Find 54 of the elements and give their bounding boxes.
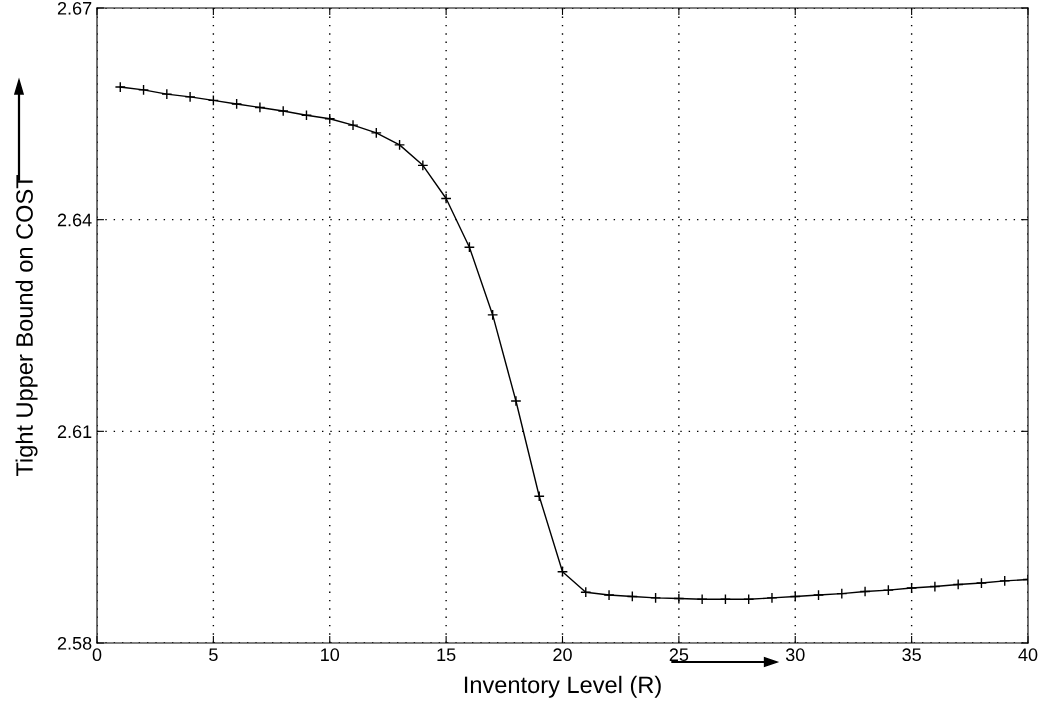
point (789, 590, 801, 602)
point (603, 589, 615, 601)
y-axis-title: Tight Upper Bound on COST (15, 174, 38, 477)
x-tick-label: 20 (553, 648, 572, 662)
point (882, 584, 894, 596)
x-axis-title: Inventory Level (R) (464, 675, 661, 698)
x-tick-label: 10 (321, 648, 340, 662)
point (906, 582, 918, 594)
point (975, 577, 988, 589)
point (254, 101, 266, 114)
point (324, 113, 336, 125)
point (137, 84, 150, 96)
point (347, 119, 359, 131)
point (300, 109, 313, 121)
point (650, 592, 662, 604)
point (440, 192, 452, 205)
point (836, 588, 848, 600)
point (533, 490, 545, 502)
x-tick-label: 5 (209, 648, 218, 662)
x-tick-label: 0 (92, 648, 102, 662)
point (999, 575, 1011, 587)
point (114, 81, 126, 93)
point (370, 127, 382, 139)
y-tick-label: 2.64 (57, 213, 92, 227)
point (417, 159, 429, 171)
point (510, 395, 522, 407)
point (394, 139, 406, 151)
point (766, 592, 778, 604)
x-tick-label: 35 (902, 648, 921, 662)
y-tick-label: 2.67 (57, 1, 92, 15)
point (929, 580, 941, 593)
point (184, 91, 196, 103)
x-tick-label: 30 (785, 648, 805, 662)
point (952, 578, 964, 590)
point (812, 589, 825, 601)
point (743, 593, 755, 605)
point (161, 88, 173, 100)
point (859, 585, 871, 598)
point (207, 94, 219, 106)
point (463, 241, 475, 253)
x-tick-label: 15 (437, 648, 456, 662)
point (626, 590, 638, 602)
point (231, 98, 243, 110)
x-tick-label: 25 (669, 648, 689, 662)
point (277, 105, 289, 117)
point (580, 586, 592, 598)
x-tick-label: 40 (1018, 648, 1038, 662)
y-tick-label: 2.58 (57, 636, 92, 650)
point (556, 566, 569, 578)
point (719, 593, 731, 605)
point (487, 309, 499, 321)
point (696, 593, 708, 605)
y-tick-label: 2.61 (57, 425, 92, 439)
point (673, 592, 685, 605)
